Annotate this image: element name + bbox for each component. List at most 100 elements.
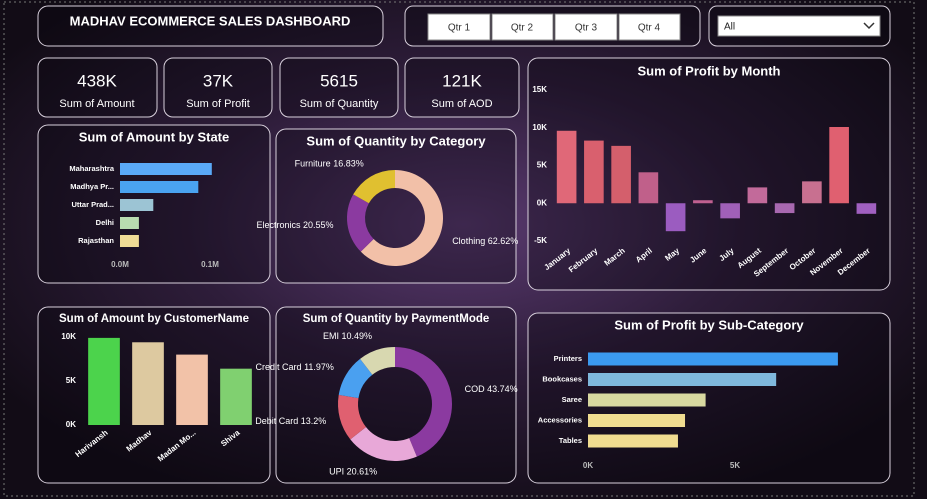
- slice-value: 20.61%: [347, 467, 378, 477]
- donut-slice: [338, 358, 373, 399]
- button-label[interactable]: Qtr 4: [638, 23, 661, 34]
- chart-panel: [527, 57, 891, 291]
- slice-label: Electronics 20.55%: [256, 221, 333, 231]
- y-tick-label: 10K: [61, 332, 76, 341]
- dashboard-title: MADHAV ECOMMERCE SALES DASHBOARD: [70, 13, 351, 28]
- chart-title: Sum of Amount by CustomerName: [59, 313, 249, 325]
- kpi-label: Sum of Amount: [59, 98, 134, 110]
- kpi-value: 5615: [320, 71, 358, 90]
- bar: [588, 393, 706, 407]
- kpi-box: [37, 57, 158, 118]
- kpi-value: 37K: [203, 71, 234, 90]
- donut-slice: [395, 347, 453, 457]
- bar: [120, 199, 154, 211]
- button-box[interactable]: [554, 13, 618, 41]
- chart-title: Sum of Amount by State: [79, 129, 229, 144]
- donut-slice: [353, 170, 395, 204]
- slice-category: COD: [465, 384, 486, 394]
- chart-panel: [275, 128, 517, 284]
- dropdown-value[interactable]: All: [724, 22, 735, 33]
- bar: [588, 414, 686, 427]
- bar: [693, 200, 713, 204]
- kpi-value: 438K: [77, 71, 117, 90]
- dropdown-chevron[interactable]: [863, 22, 875, 30]
- button-box[interactable]: [618, 13, 681, 41]
- kpi-card: 438K Sum of Amount: [37, 57, 158, 118]
- button-label[interactable]: Qtr 2: [511, 23, 534, 34]
- chart-panel: [37, 124, 271, 284]
- x-tick-label: 5K: [730, 461, 740, 470]
- y-tick-label: 0K: [537, 198, 547, 207]
- bar: [120, 217, 139, 229]
- y-tick-label: Bookcases: [542, 374, 582, 383]
- kpi-box: [163, 57, 273, 118]
- kpi-label: Sum of Profit: [186, 98, 250, 110]
- slice-value: 11.97%: [304, 362, 334, 372]
- x-tick-label: 0K: [583, 461, 593, 470]
- bar: [132, 342, 164, 425]
- slice-category: EMI: [323, 331, 339, 341]
- slice-category: UPI: [329, 467, 344, 477]
- bar: [774, 203, 795, 214]
- donut-slice: [360, 347, 395, 375]
- slice-category: Clothing: [452, 236, 485, 246]
- qtr-4-button[interactable]: Qtr 4: [618, 13, 681, 41]
- button-label[interactable]: Qtr 3: [575, 23, 598, 34]
- slice-label: COD 43.74%: [465, 384, 518, 394]
- kpi-box: [279, 57, 399, 118]
- y-tick-label: Uttar Prad...: [71, 200, 114, 209]
- kpi-card: 37K Sum of Profit: [163, 57, 273, 118]
- slice-label: Debit Card 13.2%: [255, 416, 326, 426]
- slice-value: 13.2%: [301, 416, 327, 426]
- y-tick-label: Rajasthan: [78, 236, 114, 245]
- bar: [747, 187, 768, 204]
- chart-panel: [527, 312, 891, 484]
- bar: [176, 354, 208, 425]
- y-tick-label: -5K: [534, 236, 547, 245]
- y-tick-label: 5K: [66, 376, 76, 385]
- y-tick-label: Tables: [559, 436, 582, 445]
- kpi-box: [404, 57, 520, 118]
- qtr-3-button[interactable]: Qtr 3: [554, 13, 618, 41]
- slice-category: Electronics: [256, 221, 301, 231]
- donut-slice: [338, 394, 366, 440]
- slice-label: Clothing 62.62%: [452, 236, 518, 246]
- bar: [220, 368, 252, 425]
- button-box[interactable]: [427, 13, 491, 41]
- chart-title: Sum of Quantity by Category: [306, 133, 486, 148]
- x-tick-label: 0.0M: [111, 260, 129, 269]
- bar: [720, 203, 740, 219]
- slice-category: Credit Card: [256, 362, 302, 372]
- bar: [856, 203, 877, 214]
- y-tick-label: 15K: [532, 85, 547, 94]
- y-tick-label: Accessories: [538, 415, 582, 424]
- qtr-2-button[interactable]: Qtr 2: [491, 13, 554, 41]
- kpi-value: 121K: [442, 71, 482, 90]
- donut-slice: [347, 194, 374, 252]
- bar: [120, 181, 199, 193]
- dropdown[interactable]: All: [717, 15, 881, 37]
- bar: [120, 163, 212, 175]
- slice-value: 16.83%: [333, 159, 364, 169]
- bar: [120, 235, 139, 247]
- x-tick-label: 0.1M: [201, 260, 219, 269]
- y-tick-label: Madhya Pr...: [70, 182, 114, 191]
- y-tick-label: 5K: [537, 161, 547, 170]
- slice-value: 20.55%: [303, 221, 334, 231]
- kpi-card: 121K Sum of AOD: [404, 57, 520, 118]
- kpi-label: Sum of Quantity: [300, 98, 379, 110]
- button-label[interactable]: Qtr 1: [448, 23, 471, 34]
- donut-slice: [360, 170, 443, 266]
- bar: [829, 126, 849, 204]
- chart-title: Sum of Profit by Sub-Category: [614, 317, 804, 332]
- button-box[interactable]: [491, 13, 554, 41]
- kpi-label: Sum of AOD: [431, 98, 492, 110]
- y-tick-label: 10K: [532, 123, 547, 132]
- qtr-1-button[interactable]: Qtr 1: [427, 13, 491, 41]
- slice-label: Credit Card 11.97%: [256, 362, 334, 372]
- slice-value: 43.74%: [487, 384, 518, 394]
- bar: [588, 373, 777, 386]
- bar: [665, 203, 686, 232]
- dropdown-box[interactable]: [717, 15, 881, 37]
